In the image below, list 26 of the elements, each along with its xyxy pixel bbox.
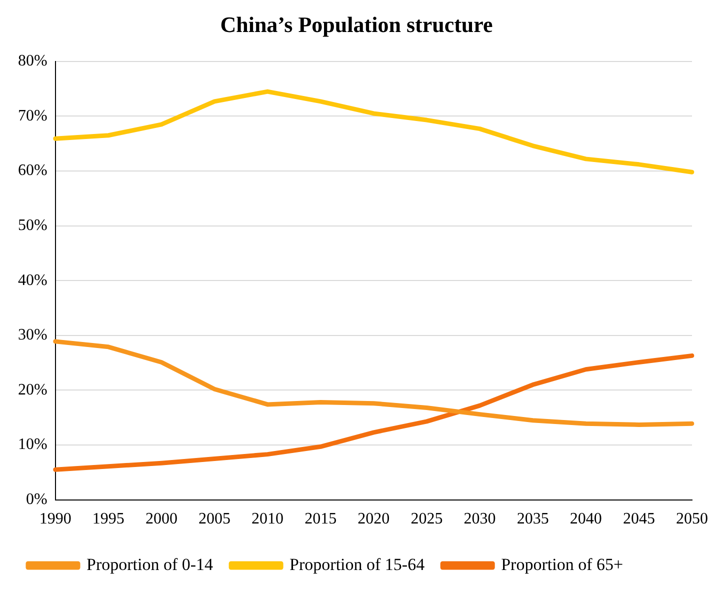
y-tick-label: 10% — [18, 436, 48, 454]
x-tick-label: 2020 — [358, 510, 390, 528]
x-tick-label: 2000 — [145, 510, 178, 528]
y-tick-label: 30% — [18, 326, 48, 344]
y-tick-label: 60% — [18, 162, 48, 180]
x-tick-label: 2005 — [198, 510, 230, 528]
legend-label: Proportion of 0-14 — [86, 554, 214, 574]
y-tick-label: 20% — [18, 381, 48, 398]
x-tick-label: 2015 — [304, 510, 337, 528]
legend-label: Proportion of 65+ — [501, 554, 624, 574]
x-tick-label: 1995 — [92, 510, 124, 528]
x-tick-label: 2045 — [622, 510, 655, 528]
x-tick-label: 2035 — [516, 510, 549, 528]
x-tick-label: 1990 — [39, 510, 72, 528]
x-tick-label: 2010 — [252, 510, 284, 528]
x-tick-label: 2040 — [570, 510, 602, 528]
y-tick-label: 70% — [18, 107, 48, 124]
x-tick-label: 2050 — [676, 510, 708, 528]
y-tick-label: 40% — [18, 272, 48, 289]
y-tick-label: 50% — [18, 217, 48, 234]
legend-label: Proportion of 15-64 — [290, 554, 426, 574]
x-tick-label: 2030 — [464, 510, 496, 528]
y-tick-label: 80% — [18, 52, 48, 70]
chart-title: China’s Population structure — [220, 12, 494, 37]
x-tick-label: 2025 — [410, 510, 443, 528]
y-tick-label: 0% — [26, 491, 48, 508]
